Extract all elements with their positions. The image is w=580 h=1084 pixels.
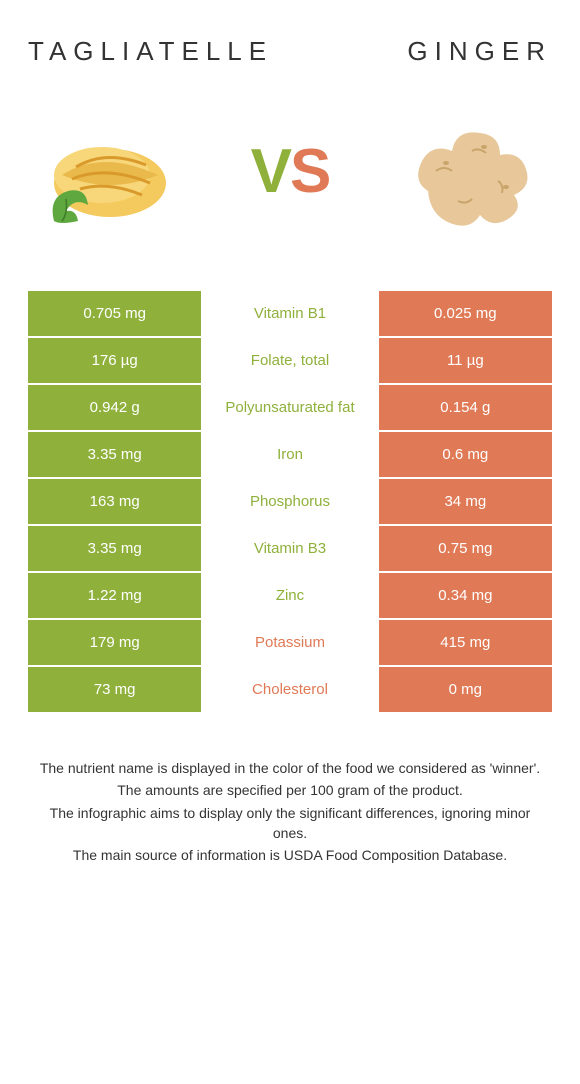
nutrient-label-cell: Potassium xyxy=(203,620,378,667)
nutrient-label-cell: Polyunsaturated fat xyxy=(203,385,378,432)
right-value-cell: 0.154 g xyxy=(379,385,552,432)
right-value-cell: 0.6 mg xyxy=(379,432,552,479)
right-value-cell: 34 mg xyxy=(379,479,552,526)
tagliatelle-image xyxy=(32,91,192,251)
right-value-cell: 0.75 mg xyxy=(379,526,552,573)
table-row: 0.705 mgVitamin B10.025 mg xyxy=(28,291,552,338)
right-value-cell: 0 mg xyxy=(379,667,552,714)
nutrient-label-cell: Folate, total xyxy=(203,338,378,385)
right-value-cell: 0.34 mg xyxy=(379,573,552,620)
footer-line-2: The amounts are specified per 100 gram o… xyxy=(36,780,544,800)
ginger-image xyxy=(388,91,548,251)
header-row: Tagliatelle Ginger xyxy=(28,36,552,67)
right-value-cell: 11 µg xyxy=(379,338,552,385)
right-value-cell: 415 mg xyxy=(379,620,552,667)
table-row: 1.22 mgZinc0.34 mg xyxy=(28,573,552,620)
vs-badge: VS xyxy=(251,136,330,207)
nutrient-label-cell: Phosphorus xyxy=(203,479,378,526)
left-value-cell: 179 mg xyxy=(28,620,203,667)
left-value-cell: 163 mg xyxy=(28,479,203,526)
table-row: 3.35 mgVitamin B30.75 mg xyxy=(28,526,552,573)
nutrient-table: 0.705 mgVitamin B10.025 mg176 µgFolate, … xyxy=(28,291,552,714)
nutrient-label-cell: Cholesterol xyxy=(203,667,378,714)
table-row: 163 mgPhosphorus34 mg xyxy=(28,479,552,526)
table-row: 179 mgPotassium415 mg xyxy=(28,620,552,667)
table-row: 73 mgCholesterol0 mg xyxy=(28,667,552,714)
left-value-cell: 3.35 mg xyxy=(28,432,203,479)
right-value-cell: 0.025 mg xyxy=(379,291,552,338)
table-row: 176 µgFolate, total11 µg xyxy=(28,338,552,385)
table-row: 3.35 mgIron0.6 mg xyxy=(28,432,552,479)
images-row: VS xyxy=(28,91,552,251)
nutrient-label-cell: Vitamin B3 xyxy=(203,526,378,573)
right-food-title: Ginger xyxy=(407,36,552,67)
left-value-cell: 1.22 mg xyxy=(28,573,203,620)
nutrient-label-cell: Vitamin B1 xyxy=(203,291,378,338)
vs-letter-s: S xyxy=(290,137,329,206)
left-value-cell: 0.705 mg xyxy=(28,291,203,338)
footer-notes: The nutrient name is displayed in the co… xyxy=(28,758,552,865)
left-value-cell: 176 µg xyxy=(28,338,203,385)
vs-letter-v: V xyxy=(251,137,290,206)
left-value-cell: 0.942 g xyxy=(28,385,203,432)
nutrient-label-cell: Iron xyxy=(203,432,378,479)
footer-line-4: The main source of information is USDA F… xyxy=(36,845,544,865)
footer-line-3: The infographic aims to display only the… xyxy=(36,803,544,844)
left-value-cell: 3.35 mg xyxy=(28,526,203,573)
table-row: 0.942 gPolyunsaturated fat0.154 g xyxy=(28,385,552,432)
nutrient-label-cell: Zinc xyxy=(203,573,378,620)
left-value-cell: 73 mg xyxy=(28,667,203,714)
left-food-title: Tagliatelle xyxy=(28,36,273,67)
footer-line-1: The nutrient name is displayed in the co… xyxy=(36,758,544,778)
infographic-container: Tagliatelle Ginger VS xyxy=(0,0,580,865)
